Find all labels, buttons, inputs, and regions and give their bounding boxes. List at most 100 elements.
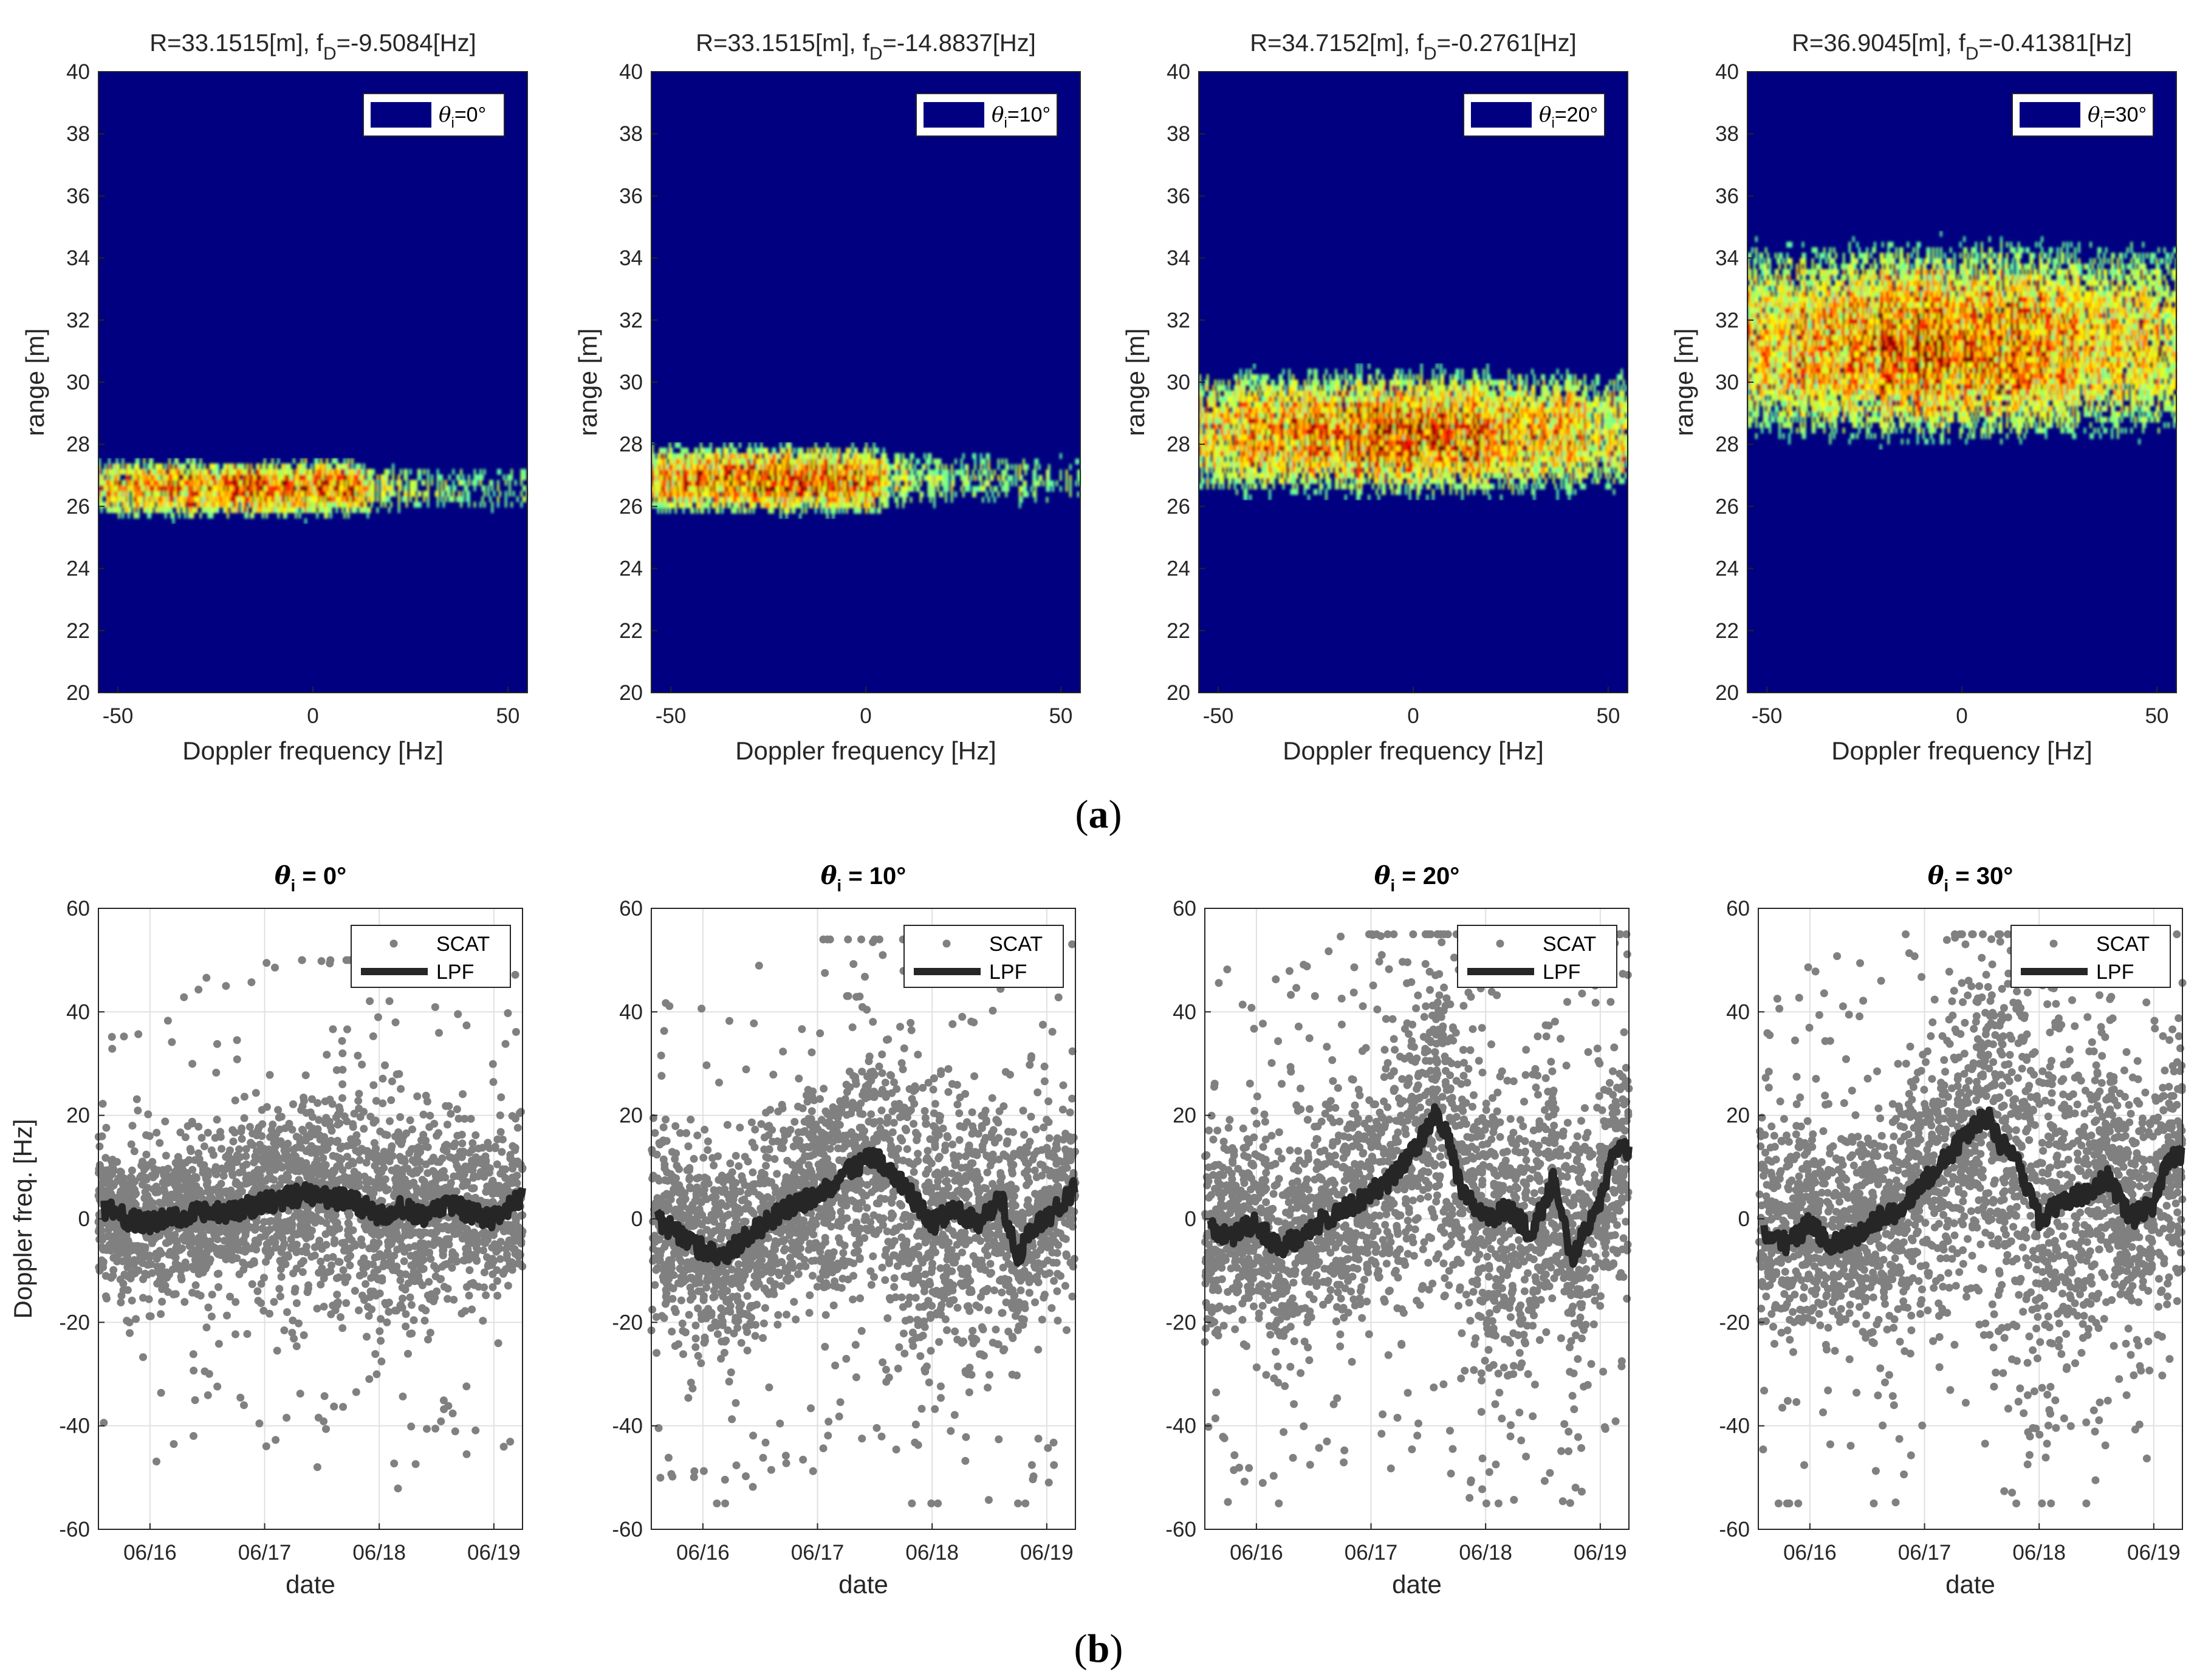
heatmap-cell (376, 507, 379, 513)
heatmap-cell (343, 512, 346, 519)
heatmap-cell (213, 490, 216, 497)
heatmap-cell (98, 501, 101, 508)
heatmap-cell (853, 485, 856, 492)
heatmap-cell (680, 480, 683, 487)
heatmap-cell (1222, 472, 1225, 479)
heatmap-cell (933, 458, 936, 465)
heatmap-cell (861, 491, 864, 498)
heatmap-cell (283, 485, 286, 492)
heatmap-cell (773, 502, 776, 509)
heatmap-cell (1009, 475, 1012, 481)
heatmap-cell (710, 453, 712, 459)
heatmap-cell (665, 458, 668, 465)
heatmap-cell (657, 507, 660, 514)
heatmap-cell (877, 485, 879, 492)
heatmap-cell (405, 468, 408, 475)
heatmap-cell (122, 458, 125, 464)
heatmap-cell (834, 507, 837, 514)
heatmap-cell (137, 458, 140, 464)
heatmap-cell (818, 480, 821, 487)
heatmap-cell (256, 507, 258, 513)
heatmap-cell (1368, 478, 1371, 484)
heatmap-cell (240, 496, 243, 502)
heatmap-cell (326, 474, 329, 481)
heatmap-cell (238, 496, 241, 502)
heatmap-cell (363, 463, 365, 470)
heatmap-cell (859, 475, 862, 481)
heatmap-cell (308, 468, 311, 475)
heatmap-cell (754, 480, 757, 487)
heatmap-cell (207, 507, 210, 513)
heatmap-cell (824, 453, 827, 459)
heatmap-cell (172, 512, 175, 519)
heatmap-cell (351, 490, 354, 497)
heatmap-cell (725, 496, 728, 503)
heatmap-cell (303, 496, 305, 502)
heatmap-cell (715, 469, 718, 476)
heatmap-cell (419, 501, 422, 508)
heatmap-cell (713, 496, 716, 503)
heatmap-cell (775, 485, 778, 492)
heatmap-cell (499, 468, 501, 475)
heatmap-cell (172, 501, 175, 508)
heatmap-cell (834, 458, 837, 465)
heatmap-cell (764, 453, 767, 459)
heatmap-cell (316, 512, 319, 519)
heatmap-cell (147, 512, 149, 519)
heatmap-cell (115, 479, 118, 486)
heatmap-cell (372, 468, 375, 475)
heatmap-cell (927, 480, 930, 487)
heatmap-cell (332, 479, 334, 486)
heatmap-cell (1077, 491, 1080, 498)
heatmap-cell (361, 485, 363, 492)
heatmap-cell (950, 469, 953, 476)
heatmap-cell (1199, 461, 1201, 468)
heatmap-cell (499, 490, 501, 497)
heatmap-cell (442, 501, 445, 508)
heatmap-cell (789, 491, 792, 498)
heatmap-cell (475, 474, 478, 481)
heatmap-cell (924, 464, 926, 470)
heatmap-cell (804, 485, 807, 492)
heatmap-cell (1315, 478, 1318, 484)
heatmap-cell (188, 479, 190, 486)
heatmap-cell (281, 463, 284, 470)
heatmap-cell (785, 502, 788, 509)
heatmap-cell (230, 490, 233, 497)
heatmap-cell (859, 496, 862, 503)
heatmap-cell (838, 447, 840, 454)
heatmap-cell (205, 501, 208, 508)
heatmap-cell (123, 501, 126, 508)
heatmap-cell (697, 485, 701, 492)
heatmap-cell (727, 447, 730, 454)
heatmap-cell (686, 458, 689, 465)
heatmap-cell (843, 485, 846, 492)
heatmap-cell (749, 480, 751, 487)
heatmap-cell (246, 507, 248, 513)
heatmap-cell (417, 468, 420, 475)
heatmap-cell (838, 502, 840, 509)
heatmap-cell (824, 502, 827, 509)
heatmap-cell (197, 496, 200, 502)
y-tick-label: 30 (619, 371, 643, 394)
heatmap-cell (520, 490, 523, 497)
heatmap-cell (739, 464, 741, 470)
heatmap-cell (371, 468, 373, 475)
heatmap-cell (770, 480, 772, 487)
heatmap-cell (684, 491, 687, 498)
heatmap-cell (365, 490, 368, 497)
heatmap-cell (468, 501, 470, 508)
heatmap-cell (108, 507, 111, 513)
heatmap-cell (1303, 478, 1306, 484)
heatmap-cell (452, 496, 455, 502)
heatmap-cell (277, 468, 280, 475)
heatmap-cell (956, 469, 959, 476)
heatmap-cell (783, 464, 786, 470)
heatmap-cell (162, 501, 165, 508)
heatmap-cell (750, 464, 753, 470)
heatmap-cell (264, 474, 266, 481)
heatmap-cell (964, 475, 967, 481)
heatmap-cell (736, 469, 739, 476)
heatmap-cell (188, 496, 190, 502)
heatmap-cell (157, 474, 159, 481)
